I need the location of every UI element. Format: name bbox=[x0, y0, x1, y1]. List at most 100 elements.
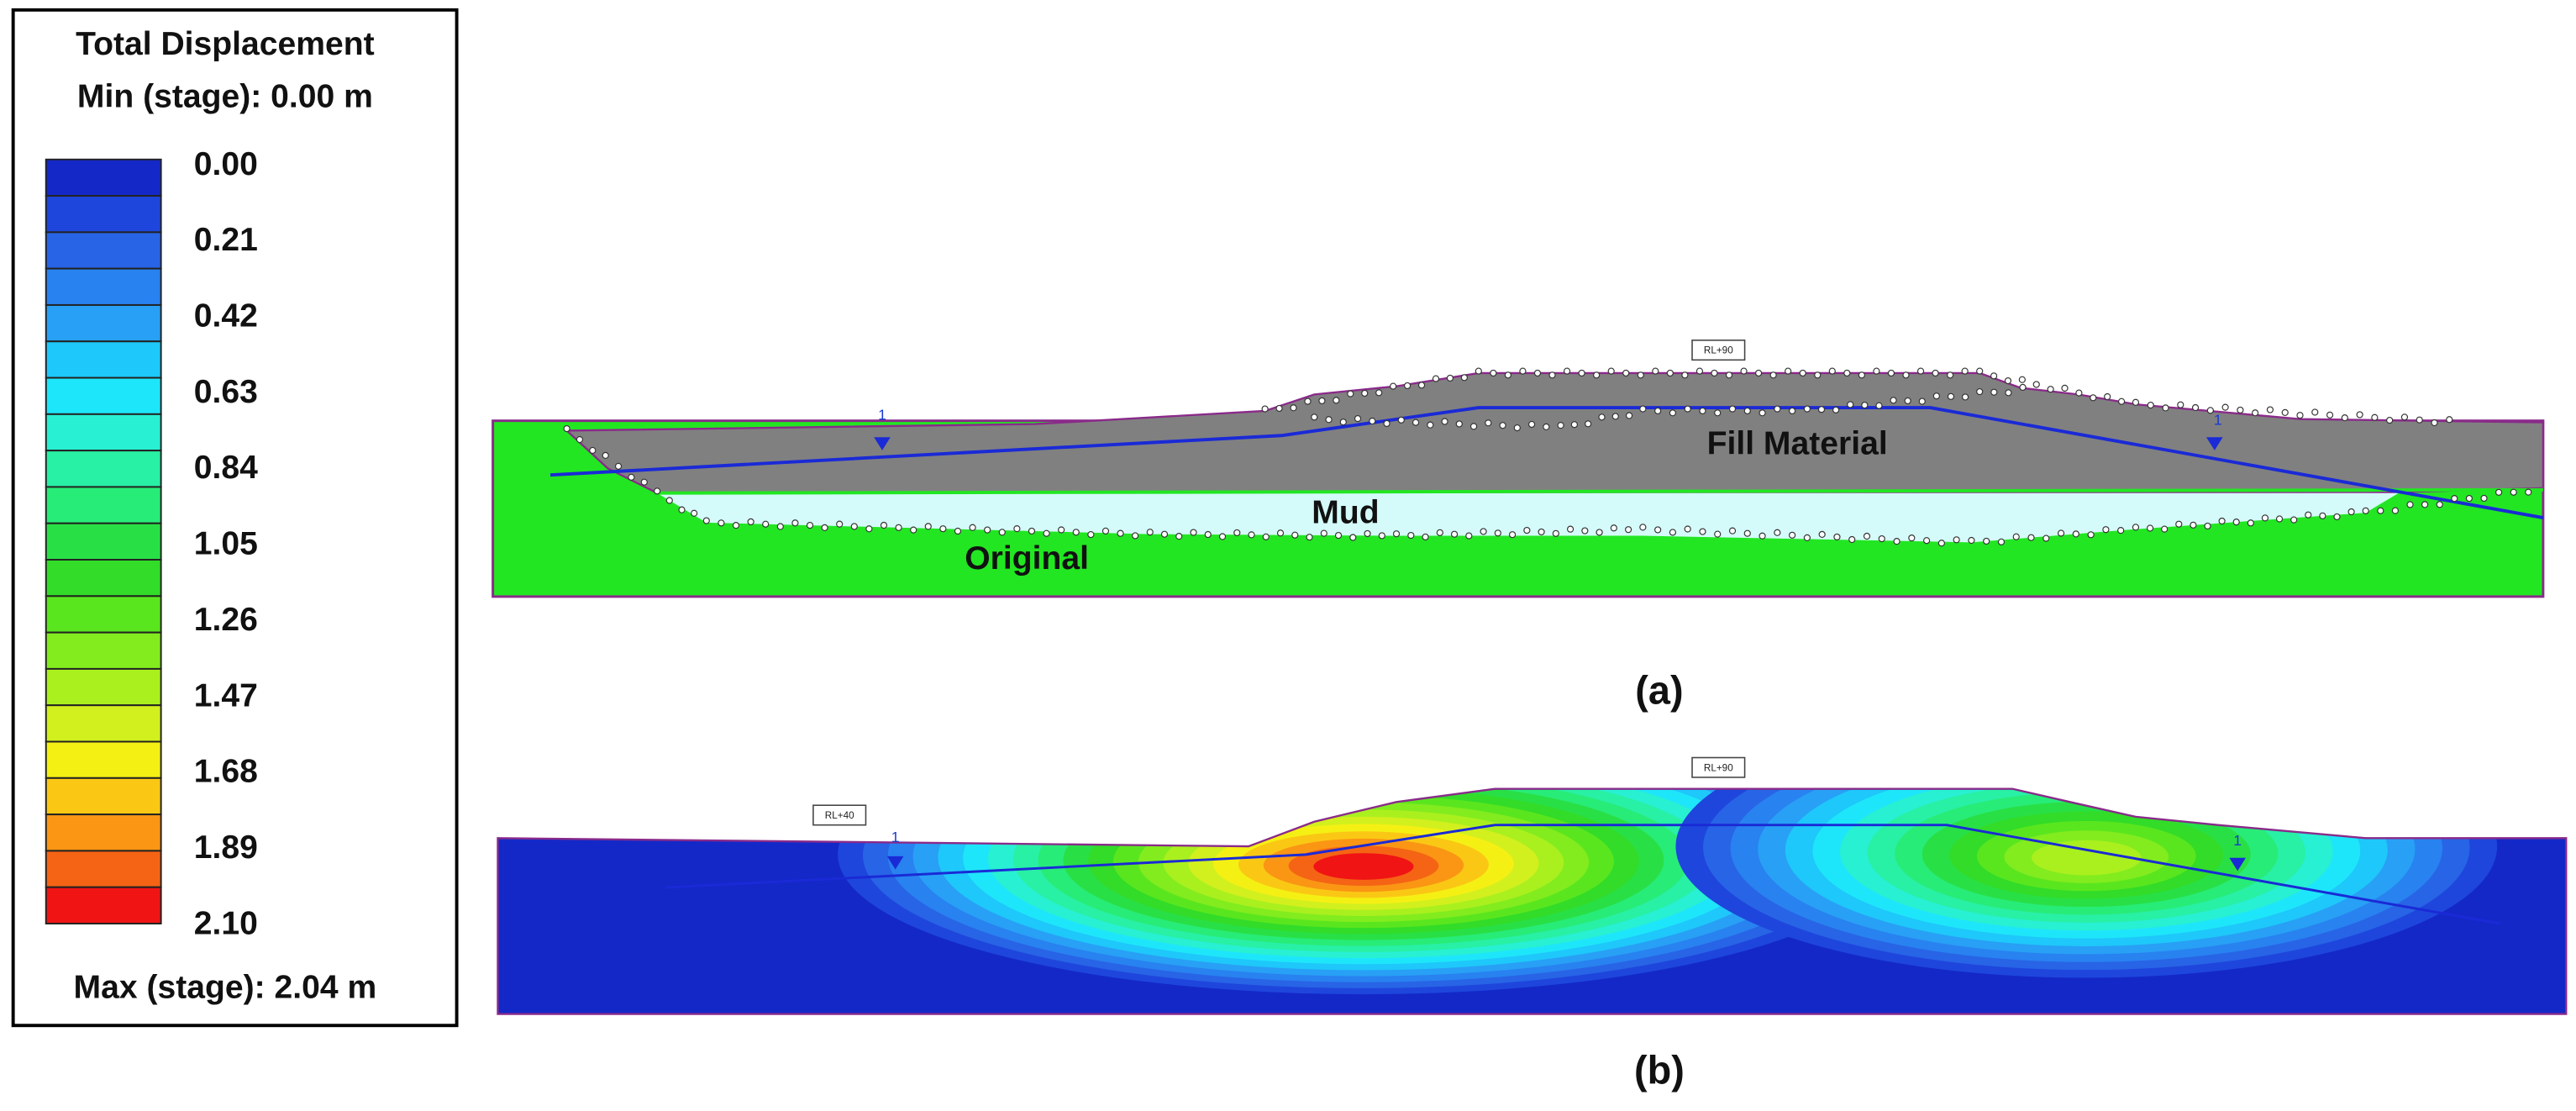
mesh-point bbox=[1976, 387, 1984, 396]
mesh-point bbox=[2341, 414, 2348, 422]
mesh-point bbox=[1397, 416, 1405, 424]
mesh-point bbox=[1552, 529, 1559, 537]
mesh-point bbox=[628, 473, 635, 481]
color-band bbox=[45, 195, 162, 234]
legend-label: 0.42 bbox=[194, 298, 258, 334]
mesh-point bbox=[2371, 413, 2379, 421]
mesh-point bbox=[2206, 407, 2214, 414]
mesh-point bbox=[1407, 531, 1415, 540]
mesh-point bbox=[2356, 411, 2363, 419]
mesh-point bbox=[1873, 367, 1880, 375]
mesh-point bbox=[1833, 533, 1841, 541]
mesh-point bbox=[1774, 529, 1781, 536]
mesh-point bbox=[1799, 369, 1806, 377]
mesh-point bbox=[1932, 392, 1940, 400]
color-band bbox=[45, 850, 162, 888]
rl-label: RL+90 bbox=[1704, 762, 1733, 773]
rl-label: RL+90 bbox=[1704, 345, 1733, 356]
mesh-point bbox=[2400, 413, 2409, 421]
mesh-point bbox=[2042, 534, 2050, 542]
color-band bbox=[45, 886, 162, 924]
mesh-point bbox=[1953, 536, 1960, 544]
water-label: 1 bbox=[878, 406, 886, 423]
mesh-point bbox=[1460, 374, 1468, 382]
mesh-point bbox=[1146, 529, 1154, 536]
layer-label: Mud bbox=[1312, 494, 1379, 530]
mesh-point bbox=[1711, 369, 1718, 377]
legend-label: 1.26 bbox=[194, 602, 258, 638]
mesh-point bbox=[1743, 407, 1751, 415]
mesh-point bbox=[2281, 408, 2289, 416]
mesh-point bbox=[1392, 530, 1401, 538]
water-label: 1 bbox=[891, 829, 900, 845]
mesh-point bbox=[2261, 514, 2269, 522]
color-band bbox=[45, 376, 162, 415]
mesh-point bbox=[1499, 422, 1506, 429]
mesh-point bbox=[2061, 384, 2069, 392]
mesh-point bbox=[1013, 525, 1021, 533]
mesh-point bbox=[1596, 529, 1603, 536]
legend-label: 0.00 bbox=[194, 146, 258, 182]
mesh-point bbox=[1759, 532, 1766, 540]
mesh-point bbox=[1117, 529, 1124, 537]
mesh-point bbox=[1607, 367, 1615, 375]
mesh-point bbox=[2018, 376, 2026, 383]
mesh-point bbox=[1968, 536, 1975, 545]
rl-label: RL+40 bbox=[825, 810, 854, 821]
mesh-point bbox=[2326, 411, 2334, 419]
mesh-point bbox=[924, 523, 932, 530]
mesh-point bbox=[2406, 501, 2414, 508]
mesh-point bbox=[2102, 526, 2110, 534]
mesh-point bbox=[1961, 393, 1969, 401]
mesh-point bbox=[665, 497, 673, 504]
mesh-point bbox=[702, 517, 710, 524]
mesh-point bbox=[1325, 416, 1333, 424]
mesh-point bbox=[1304, 398, 1312, 405]
mesh-point bbox=[2311, 408, 2319, 416]
mesh-point bbox=[2495, 488, 2503, 496]
color-band bbox=[45, 777, 162, 816]
mesh-point bbox=[2218, 517, 2226, 525]
mesh-point bbox=[1578, 369, 1585, 377]
mesh-point bbox=[1519, 367, 1527, 375]
mesh-point bbox=[1275, 404, 1283, 413]
mesh-point bbox=[1533, 369, 1542, 377]
mesh-point bbox=[1593, 371, 1601, 379]
mesh-point bbox=[1843, 369, 1851, 377]
panel-a: RL+90 1 1 Fill Material Mud Original bbox=[492, 340, 2545, 598]
mesh-point bbox=[589, 446, 597, 455]
mesh-point bbox=[1932, 369, 1939, 377]
color-band bbox=[45, 631, 162, 670]
mesh-point bbox=[1858, 371, 1865, 379]
mesh-point bbox=[1904, 397, 1911, 405]
mesh-point bbox=[1878, 534, 1885, 543]
mesh-point bbox=[1349, 534, 1357, 541]
mesh-point bbox=[1714, 530, 1722, 538]
outline bbox=[497, 787, 2568, 1015]
mesh-point bbox=[1714, 409, 1722, 417]
color-band bbox=[45, 450, 162, 488]
mesh-point bbox=[2117, 527, 2125, 534]
mesh-point bbox=[1922, 537, 1931, 545]
mesh-point bbox=[762, 520, 770, 528]
mesh-point bbox=[2436, 501, 2443, 508]
mesh-point bbox=[1403, 382, 1412, 390]
contours bbox=[497, 788, 2567, 1014]
mesh-point bbox=[2290, 516, 2298, 524]
mesh-point bbox=[1494, 529, 1501, 537]
rl-box bbox=[1691, 340, 1746, 361]
mesh-point bbox=[1725, 371, 1733, 379]
mesh-point bbox=[1684, 525, 1691, 533]
mesh-point bbox=[1863, 532, 1871, 540]
color-band bbox=[45, 340, 162, 379]
mesh-point bbox=[1538, 528, 1545, 536]
legend-labels: 0.00 0.21 0.42 0.63 0.84 1.05 1.26 1.47 1.68 1.89… bbox=[194, 146, 258, 941]
mesh-point bbox=[1961, 367, 1969, 375]
mesh-point bbox=[2132, 524, 2140, 531]
color-band bbox=[45, 267, 162, 306]
mesh-point bbox=[880, 521, 888, 529]
mesh-point bbox=[1347, 390, 1354, 398]
mesh-point bbox=[1306, 534, 1313, 541]
mesh-point bbox=[1990, 388, 1998, 396]
